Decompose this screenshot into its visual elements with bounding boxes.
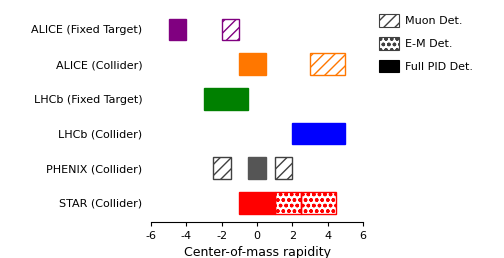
Bar (169, 19, 186, 40)
Bar (239, 53, 266, 75)
X-axis label: Center-of-mass rapidity: Center-of-mass rapidity (183, 246, 331, 258)
Bar (275, 192, 301, 214)
Bar (310, 53, 345, 75)
Bar (301, 192, 336, 214)
Bar (222, 19, 239, 40)
Legend: Muon Det., E-M Det., Full PID Det.: Muon Det., E-M Det., Full PID Det. (377, 12, 475, 75)
Bar (248, 157, 266, 179)
Bar (239, 192, 275, 214)
Bar (213, 157, 230, 179)
Bar (275, 157, 292, 179)
Bar (204, 88, 248, 109)
Bar (292, 123, 345, 144)
